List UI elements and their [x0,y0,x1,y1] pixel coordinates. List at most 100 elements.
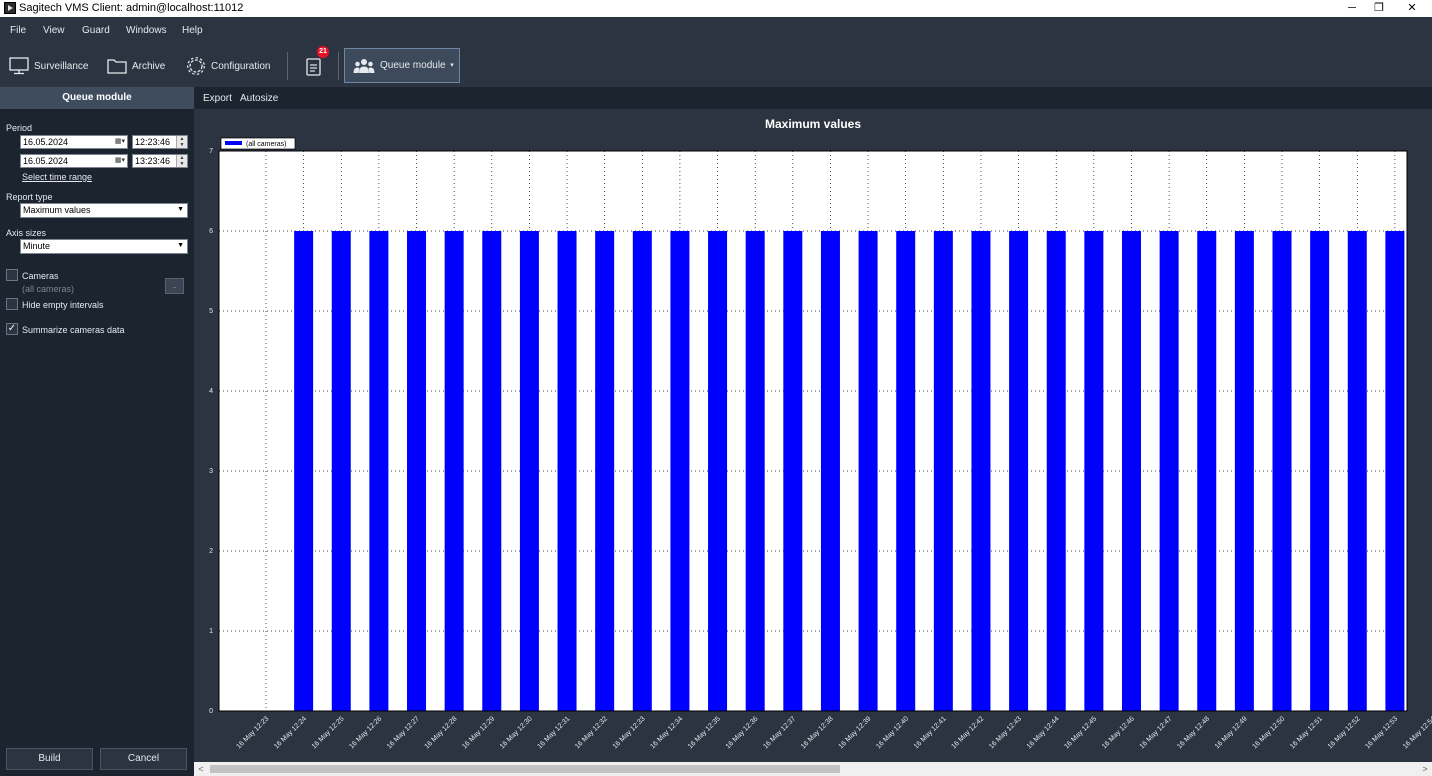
x-tick-label: 16 May 12:37 [762,715,797,750]
date-to-field[interactable]: 16.05.2024 ▦▾ [20,154,128,168]
window-title: Sagitech VMS Client: admin@localhost:110… [19,2,244,14]
x-tick-label: 16 May 12:30 [499,715,534,750]
x-tick-label: 16 May 12:43 [988,715,1023,750]
scroll-right-icon[interactable]: > [1422,764,1428,774]
period-label: Period [6,123,33,133]
y-tick-label: 7 [209,148,213,155]
y-tick-label: 1 [209,628,213,635]
bar [820,231,840,711]
horizontal-scrollbar[interactable]: < > [194,762,1432,776]
toolbar-separator [338,52,339,80]
hide-empty-checkbox[interactable] [6,298,18,310]
x-tick-label: 16 May 12:54 [1402,715,1432,750]
time-to-value: 13:23:46 [135,156,171,166]
monitor-icon [9,57,29,75]
x-tick-label: 16 May 12:34 [649,715,684,750]
report-type-label: Report type [6,192,53,202]
left-panel: Queue module Period 16.05.2024 ▦▾ 12:23:… [0,87,194,776]
x-tick-label: 16 May 12:36 [725,715,760,750]
queue-module-label: Queue module [380,60,446,71]
people-icon [353,58,375,73]
menu-help[interactable]: Help [182,25,203,36]
calendar-icon[interactable]: ▦▾ [114,138,125,145]
cameras-browse-button[interactable]: .. [165,278,184,294]
bar [708,231,728,711]
x-tick-label: 16 May 12:27 [386,715,421,750]
queue-module-button[interactable]: Queue module ▾ [344,48,460,83]
summarize-checkbox[interactable]: ✓ [6,323,18,335]
minimize-button[interactable]: ─ [1348,2,1356,14]
scrollbar-thumb[interactable] [210,765,840,773]
bar [1385,231,1405,711]
spinner-icon[interactable]: ▲ ▼ [176,155,187,167]
plot-background [219,151,1407,711]
x-tick-label: 16 May 12:48 [1176,715,1211,750]
x-tick-label: 16 May 12:24 [273,715,308,750]
select-time-range-link[interactable]: Select time range [22,172,93,182]
time-to-field[interactable]: 13:23:46 ▲ ▼ [132,154,188,168]
x-tick-label: 16 May 12:49 [1214,715,1249,750]
x-tick-label: 16 May 12:47 [1139,715,1174,750]
axis-sizes-label: Axis sizes [6,228,47,238]
hide-empty-label: Hide empty intervals [22,300,104,310]
notification-badge: 21 [317,46,329,58]
checkmark-icon: ✓ [7,323,17,334]
bar [1084,231,1104,711]
x-tick-label: 16 May 12:28 [424,715,459,750]
cameras-checkbox[interactable] [6,269,18,281]
x-tick-label: 16 May 12:41 [913,715,948,750]
menu-windows[interactable]: Windows [126,25,167,36]
calendar-icon[interactable]: ▦▾ [114,157,125,164]
configuration-button[interactable]: Configuration [186,49,270,83]
axis-sizes-select[interactable]: Minute ▼ [20,239,188,254]
surveillance-label: Surveillance [34,60,89,72]
x-tick-label: 16 May 12:35 [687,715,722,750]
close-button[interactable]: ✕ [1407,2,1417,14]
scroll-left-icon[interactable]: < [198,764,204,774]
menu-guard[interactable]: Guard [82,25,110,36]
x-tick-label: 16 May 12:51 [1289,715,1324,750]
date-from-value: 16.05.2024 [23,137,69,147]
legend-swatch [225,141,242,145]
notifications-button[interactable]: 21 [305,46,329,83]
y-tick-label: 4 [209,388,213,395]
bar [557,231,577,711]
menu-file[interactable]: File [10,25,27,36]
cancel-button[interactable]: Cancel [100,748,187,770]
chevron-down-icon: ▼ [177,242,184,249]
panel-header: Queue module [0,87,194,109]
app-icon [4,2,16,14]
legend-label: (all cameras) [246,141,286,148]
y-tick-label: 0 [209,708,213,715]
bar [745,231,765,711]
x-tick-label: 16 May 12:45 [1063,715,1098,750]
restore-button[interactable]: ❐ [1374,2,1384,14]
chevron-down-icon[interactable]: ▾ [450,62,454,69]
archive-button[interactable]: Archive [107,49,165,83]
x-tick-label: 16 May 12:40 [875,715,910,750]
surveillance-button[interactable]: Surveillance [9,49,88,83]
bar [595,231,615,711]
bar [1197,231,1217,711]
spinner-icon[interactable]: ▲ ▼ [176,136,187,148]
x-tick-label: 16 May 12:46 [1101,715,1136,750]
x-tick-label: 16 May 12:50 [1251,715,1286,750]
x-tick-label: 16 May 12:23 [235,715,270,750]
bar [407,231,427,711]
bar [519,231,539,711]
bar [444,231,464,711]
menu-view[interactable]: View [43,25,65,36]
time-from-field[interactable]: 12:23:46 ▲ ▼ [132,135,188,149]
export-button[interactable]: Export [203,93,232,104]
y-tick-label: 2 [209,548,213,555]
axis-sizes-value: Minute [23,241,51,251]
menu-bar: File View Guard Windows Help [0,17,1432,45]
autosize-button[interactable]: Autosize [240,93,279,104]
build-button[interactable]: Build [6,748,93,770]
configuration-label: Configuration [211,60,271,72]
bar [670,231,690,711]
report-type-select[interactable]: Maximum values ▼ [20,203,188,218]
date-from-field[interactable]: 16.05.2024 ▦▾ [20,135,128,149]
date-to-value: 16.05.2024 [23,156,69,166]
